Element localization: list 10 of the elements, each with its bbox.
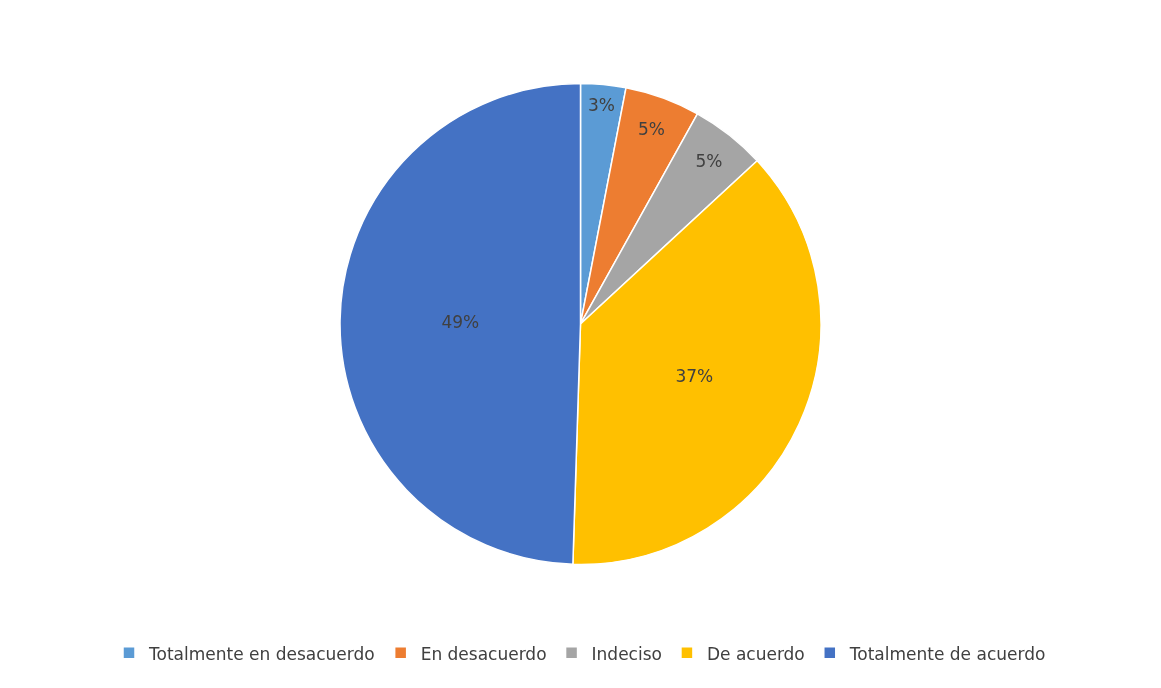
data-label: 3% bbox=[587, 95, 615, 116]
legend-label: Totalmente de acuerdo bbox=[848, 643, 1046, 664]
data-label: 5% bbox=[695, 150, 723, 171]
legend-label: Totalmente en desacuerdo bbox=[148, 643, 375, 664]
legend-label: En desacuerdo bbox=[420, 643, 547, 664]
legend-label: De acuerdo bbox=[706, 643, 805, 664]
legend-label: Indeciso bbox=[591, 643, 662, 664]
data-label: 5% bbox=[638, 118, 666, 139]
data-label: 49% bbox=[441, 312, 480, 333]
data-label: 37% bbox=[675, 365, 714, 386]
